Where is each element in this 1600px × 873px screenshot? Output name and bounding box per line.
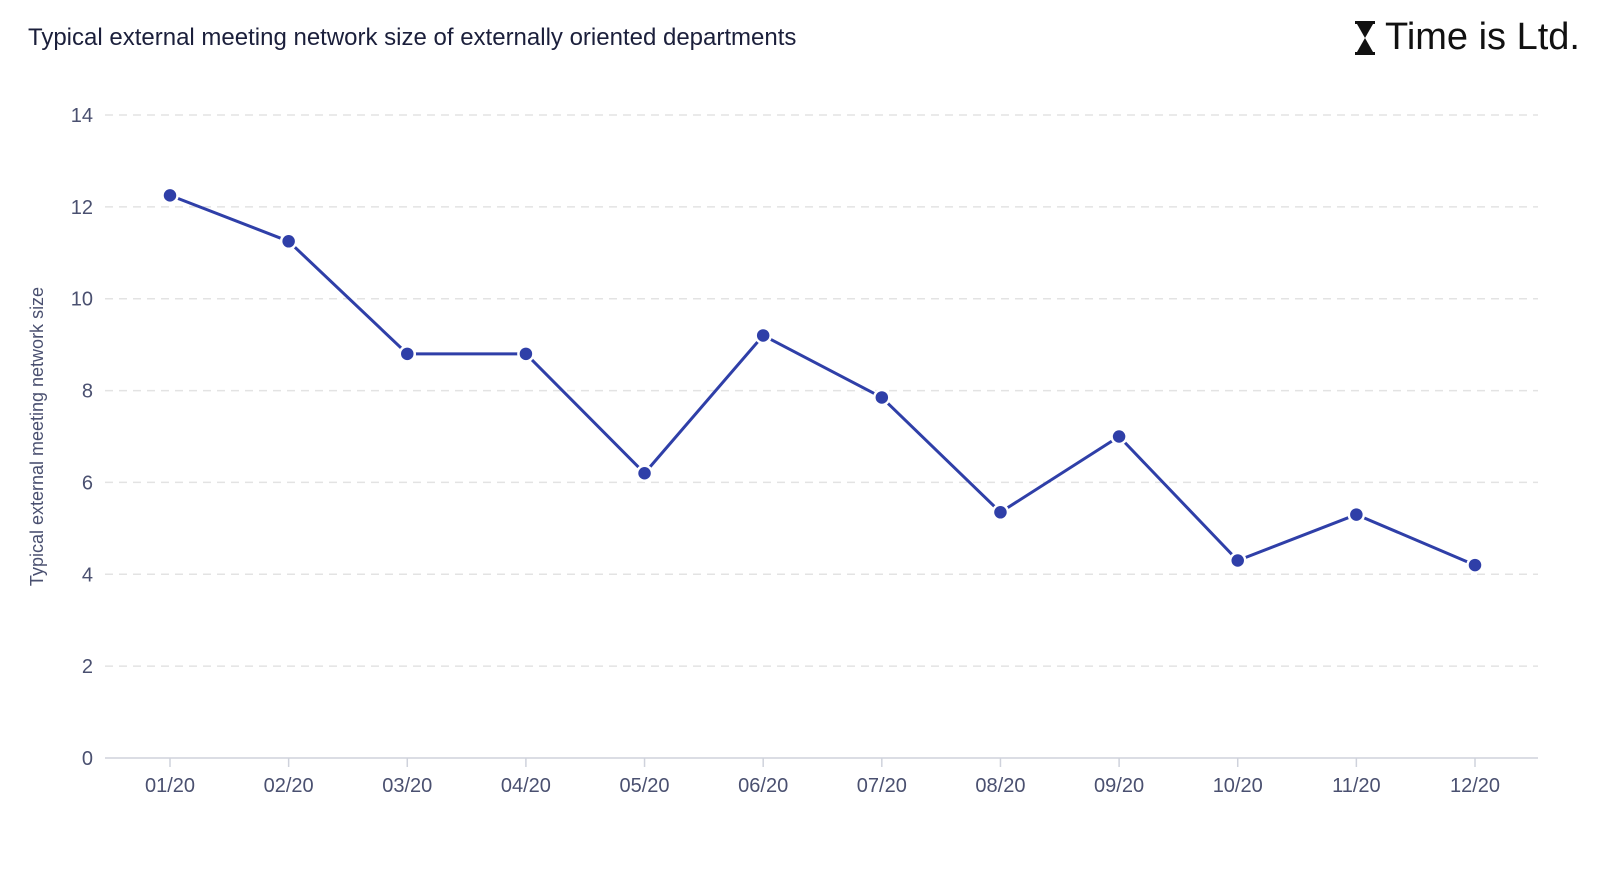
- y-tick-label: 12: [71, 197, 93, 219]
- data-point[interactable]: [161, 186, 179, 205]
- data-point[interactable]: [398, 345, 417, 363]
- data-point[interactable]: [1466, 556, 1484, 574]
- x-tick-label: 08/20: [975, 775, 1025, 797]
- y-tick-label: 0: [82, 748, 93, 770]
- x-tick-label: 06/20: [738, 775, 788, 797]
- brand-logo: Time is Ltd.: [1355, 16, 1580, 59]
- y-axis-ticks: 0 2 4 6 8 10 12 14: [71, 105, 93, 770]
- x-tick-label: 09/20: [1094, 775, 1144, 797]
- x-tick-label: 12/20: [1450, 775, 1500, 797]
- data-points: [161, 186, 1484, 574]
- y-tick-label: 2: [82, 656, 93, 678]
- data-point[interactable]: [873, 388, 891, 407]
- y-tick-label: 10: [71, 289, 93, 311]
- x-tick-label: 07/20: [857, 775, 907, 797]
- data-point[interactable]: [517, 345, 535, 363]
- x-tick-label: 02/20: [264, 775, 314, 797]
- x-tick-label: 05/20: [620, 775, 670, 797]
- chart-title: Typical external meeting network size of…: [28, 24, 797, 51]
- y-tick-label: 8: [82, 381, 93, 403]
- x-tick-label: 01/20: [145, 775, 195, 797]
- hourglass-icon: [1355, 20, 1376, 55]
- y-tick-label: 4: [82, 564, 93, 586]
- data-point[interactable]: [1228, 551, 1247, 570]
- data-point[interactable]: [279, 232, 298, 251]
- x-axis-ticks: 01/20 02/20 03/20 04/20 05/20 06/20 07/20 08/20…: [145, 758, 1500, 797]
- data-point[interactable]: [635, 464, 654, 482]
- x-tick-label: 03/20: [382, 775, 432, 797]
- y-tick-label: 14: [71, 105, 93, 127]
- data-point[interactable]: [1110, 427, 1128, 446]
- y-tick-label: 6: [82, 472, 93, 494]
- x-tick-label: 11/20: [1332, 775, 1381, 797]
- data-point[interactable]: [991, 503, 1010, 522]
- x-tick-label: 10/20: [1213, 775, 1263, 797]
- brand-name: Time is Ltd.: [1385, 16, 1580, 58]
- data-point[interactable]: [754, 326, 772, 345]
- series-line: [169, 193, 1476, 567]
- data-point[interactable]: [1347, 505, 1366, 524]
- grid-lines: [105, 114, 1538, 667]
- y-axis-label: Typical external meeting network size: [27, 287, 47, 586]
- x-tick-label: 04/20: [501, 775, 551, 797]
